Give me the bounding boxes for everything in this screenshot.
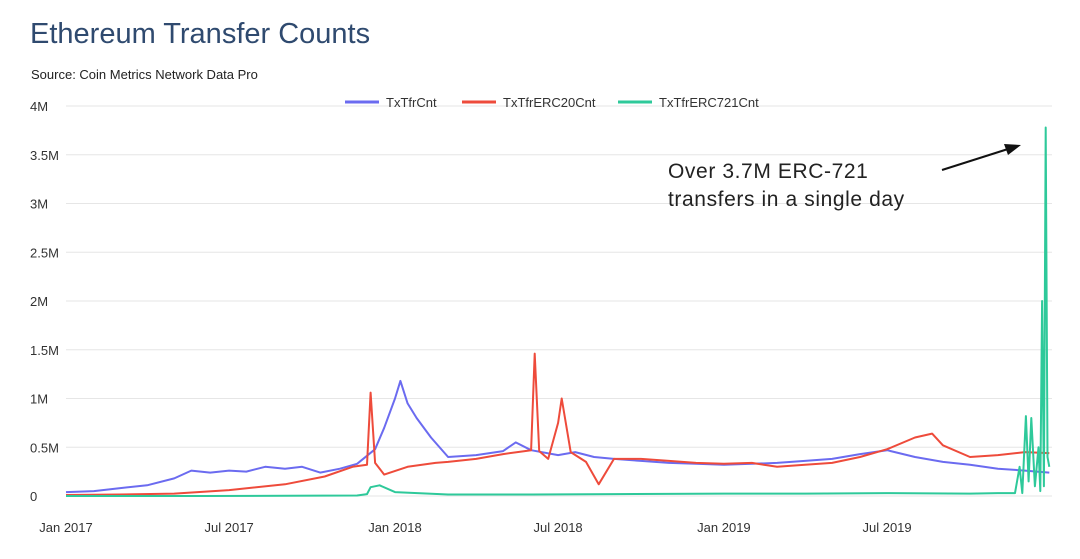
y-tick-label: 0	[30, 489, 37, 504]
y-tick-label: 2M	[30, 294, 48, 309]
grid-lines	[66, 105, 1052, 497]
y-tick-label: 2.5M	[30, 245, 59, 260]
y-tick-label: 1M	[30, 392, 48, 407]
annotation-line-1: Over 3.7M ERC-721	[668, 160, 868, 183]
x-tick-label: Jul 2017	[205, 520, 254, 535]
annotation-arrow-line	[941, 148, 1009, 171]
x-tick-label: Jul 2018	[534, 520, 583, 535]
series-line-TxTfrERC20Cnt	[65, 352, 1050, 496]
series-line-TxTfrCnt	[65, 379, 1050, 494]
y-tick-label: 3.5M	[30, 148, 59, 163]
legend-label: TxTfrERC20Cnt	[503, 95, 596, 110]
legend-label: TxTfrERC721Cnt	[659, 95, 759, 110]
chart-title: Ethereum Transfer Counts	[30, 18, 371, 50]
x-tick-label: Jan 2017	[39, 520, 93, 535]
y-axis: 0 0.5M 1M 1.5M 2M 2.5M 3M 3.5M 4M	[30, 99, 59, 504]
legend: TxTfrCnt TxTfrERC20Cnt TxTfrERC721Cnt	[345, 95, 759, 110]
series-lines	[65, 126, 1051, 497]
annotation-line-2: transfers in a single day	[668, 188, 905, 211]
x-tick-label: Jul 2019	[862, 520, 911, 535]
x-tick-label: Jan 2018	[368, 520, 422, 535]
x-tick-label: Jan 2019	[697, 520, 751, 535]
annotation-arrow-head	[1004, 144, 1021, 155]
y-tick-label: 0.5M	[30, 440, 59, 455]
legend-label: TxTfrCnt	[386, 95, 437, 110]
x-axis: Jan 2017 Jul 2017 Jan 2018 Jul 2018 Jan 2019…	[39, 520, 911, 535]
y-tick-label: 3M	[30, 197, 48, 212]
annotation: Over 3.7M ERC-721 transfers in a single …	[668, 144, 1021, 211]
y-tick-label: 1.5M	[30, 343, 59, 358]
series-line-TxTfrERC721Cnt	[66, 126, 1051, 497]
chart-source: Source: Coin Metrics Network Data Pro	[31, 67, 258, 82]
y-tick-label: 4M	[30, 99, 48, 114]
